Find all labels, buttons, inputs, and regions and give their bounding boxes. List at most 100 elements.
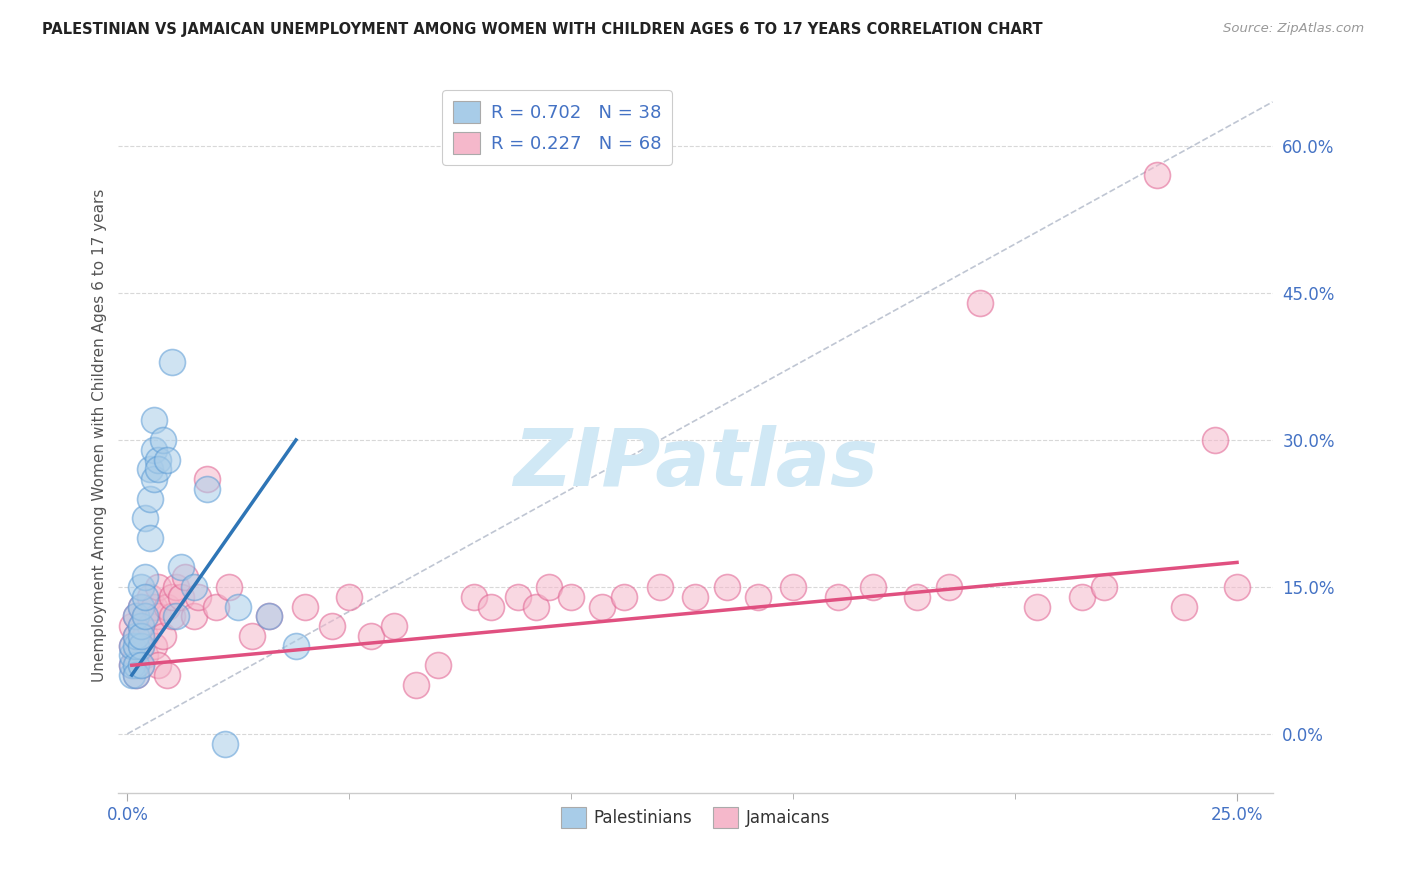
Point [183,580,205,594]
Point [218,580,240,594]
Point [1092,580,1115,594]
Point [205,599,228,614]
Point [148,462,170,476]
Point [169,590,191,604]
Point [782,580,804,594]
Point [195,482,218,496]
Point [685,590,707,604]
Point [134,590,156,604]
Point [560,590,582,604]
Point [142,413,165,427]
Point [148,580,170,594]
Point [148,609,170,624]
Point [138,491,160,506]
Point [125,668,148,682]
Point [479,599,502,614]
Point [148,452,170,467]
Point [134,511,156,525]
Point [129,599,152,614]
Point [938,580,960,594]
Point [337,590,360,604]
Point [121,658,143,673]
Point [129,619,152,633]
Point [121,619,143,633]
Point [134,609,156,624]
Point [294,599,316,614]
Point [160,609,183,624]
Point [165,580,187,594]
Point [129,619,152,633]
Point [405,678,427,692]
Point [138,462,160,476]
Point [148,658,170,673]
Point [160,590,183,604]
Point [862,580,884,594]
Point [969,295,991,310]
Point [360,629,382,643]
Point [125,609,148,624]
Point [165,609,187,624]
Point [134,570,156,584]
Point [125,629,148,643]
Point [321,619,343,633]
Point [1173,599,1195,614]
Point [1070,590,1092,604]
Point [129,639,152,653]
Point [142,472,165,486]
Text: PALESTINIAN VS JAMAICAN UNEMPLOYMENT AMONG WOMEN WITH CHILDREN AGES 6 TO 17 YEAR: PALESTINIAN VS JAMAICAN UNEMPLOYMENT AMO… [42,22,1043,37]
Point [121,668,143,682]
Point [613,590,636,604]
Point [138,619,160,633]
Point [427,658,450,673]
Point [907,590,929,604]
Point [214,737,236,751]
Point [125,648,148,663]
Point [160,354,183,368]
Point [125,658,148,673]
Point [138,590,160,604]
Point [134,648,156,663]
Point [134,609,156,624]
Point [716,580,738,594]
Point [1146,169,1168,183]
Point [259,609,281,624]
Point [129,629,152,643]
Point [129,580,152,594]
Point [591,599,613,614]
Point [129,599,152,614]
Point [1026,599,1049,614]
Point [142,442,165,457]
Point [506,590,529,604]
Point [121,639,143,653]
Point [121,648,143,663]
Point [142,599,165,614]
Point [195,472,218,486]
Point [1226,580,1249,594]
Point [125,668,148,682]
Point [169,560,191,574]
Point [187,590,209,604]
Point [240,629,263,643]
Point [183,609,205,624]
Point [121,639,143,653]
Point [138,531,160,545]
Point [827,590,849,604]
Point [463,590,485,604]
Legend: Palestinians, Jamaicans: Palestinians, Jamaicans [554,801,837,834]
Point [156,599,179,614]
Point [129,658,152,673]
Point [125,639,148,653]
Point [285,639,308,653]
Point [142,639,165,653]
Point [129,639,152,653]
Point [537,580,560,594]
Point [382,619,405,633]
Point [156,668,179,682]
Point [1204,433,1226,447]
Point [174,570,197,584]
Point [226,599,249,614]
Point [125,629,148,643]
Point [747,590,769,604]
Text: Source: ZipAtlas.com: Source: ZipAtlas.com [1223,22,1364,36]
Point [152,629,174,643]
